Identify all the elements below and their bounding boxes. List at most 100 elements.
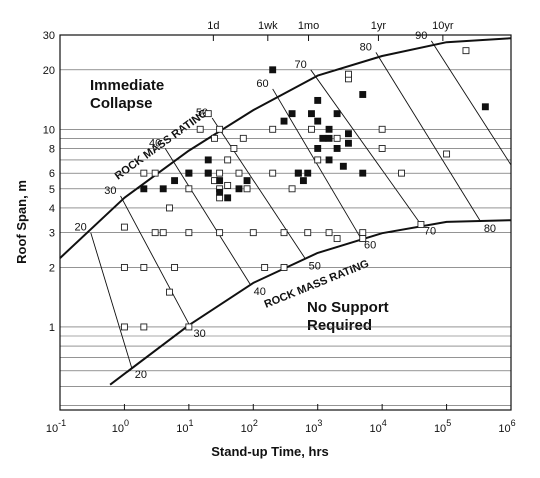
x-tick-label: 100 [112,418,129,435]
data-point [269,66,277,74]
data-point [224,194,232,202]
data-point [216,125,224,133]
y-tick-label: 4 [49,203,55,215]
data-point [243,185,251,193]
y-tick-label: 8 [49,143,55,155]
y-tick-label: 30 [43,30,55,42]
rmr-label: 20 [74,222,86,234]
x-tick-label: 101 [176,418,193,435]
rmr-label: 70 [295,59,307,71]
data-point [359,169,367,177]
data-point [319,134,327,142]
data-point [185,169,193,177]
data-point [359,91,367,98]
data-point [261,263,269,271]
data-point [288,185,296,193]
data-point [339,162,347,170]
rmr-label: 40 [149,137,161,149]
y-axis-label: Roof Span, m [14,180,29,264]
region-label: No Support [307,299,389,316]
data-point [204,169,212,177]
data-point [159,185,167,193]
x-tick-exponent: -1 [58,418,66,428]
data-point [333,145,341,152]
x-tick-exponent: 2 [253,418,258,428]
top-tick-label: 1mo [298,20,319,32]
y-tick-label: 2 [49,262,55,274]
x-tick-base: 10 [112,423,124,435]
x-tick-base: 10 [305,423,317,435]
data-point [345,70,352,78]
y-tick-label: 10 [43,124,55,136]
y-tick-label: 1 [49,322,55,334]
x-tick-base: 10 [370,423,382,435]
data-point [140,323,148,331]
data-point [185,229,193,237]
data-point [120,263,128,271]
data-point [280,263,288,271]
data-point [224,181,232,189]
data-point [140,185,148,193]
data-point [243,177,251,185]
data-point [294,169,302,177]
x-tick-label: 106 [498,418,515,435]
rmr-label: 90 [415,30,427,42]
data-point [171,263,179,271]
top-tick-label: 1wk [258,20,278,32]
boundary-curve [59,37,512,259]
rmr-label: 60 [364,240,376,252]
data-point [314,117,322,125]
rmr-label: 30 [193,328,205,340]
rmr-label: 80 [360,41,372,53]
data-point [359,229,367,237]
data-point [378,125,386,133]
x-axis-label: Stand-up Time, hrs [211,444,329,459]
data-point [304,229,312,237]
data-point [417,221,425,228]
x-tick-exponent: 4 [382,418,387,428]
data-point [204,156,212,164]
x-tick-label: 10-1 [46,418,66,435]
rmr-line [430,40,512,166]
data-point [235,185,243,193]
data-point [280,229,288,237]
data-point [166,288,173,296]
data-point [239,134,247,142]
data-point [171,177,179,185]
data-point [299,177,307,185]
data-point [325,134,333,142]
x-tick-base: 10 [434,423,446,435]
region-label: Immediate [90,77,164,94]
top-tick-label: 10yr [432,20,454,32]
y-tick-label: 3 [49,228,55,240]
rmr-label: 80 [484,223,496,235]
data-point [120,323,128,331]
data-point [230,145,238,152]
data-point [314,96,322,104]
x-tick-label: 102 [241,418,258,435]
rmr-line [272,88,362,239]
data-point [151,229,159,237]
data-point [216,177,224,185]
data-point [120,223,128,231]
data-point [345,139,352,147]
data-point [462,47,470,55]
data-point [333,110,341,118]
data-point [359,235,367,243]
plot-frame [59,34,512,411]
data-point [481,103,489,111]
rmr-label: 70 [424,225,436,237]
data-point [185,185,193,193]
data-point [280,117,288,125]
x-tick-exponent: 5 [446,418,451,428]
rmr-label: 40 [254,286,266,298]
data-point [325,125,333,133]
rmr-label: 30 [104,185,116,197]
x-tick-exponent: 6 [511,418,516,428]
y-tick-label: 20 [43,65,55,77]
x-tick-exponent: 3 [317,418,322,428]
data-point [443,150,451,158]
data-point [314,145,322,152]
data-point [204,110,212,118]
rmr-line [375,52,482,223]
